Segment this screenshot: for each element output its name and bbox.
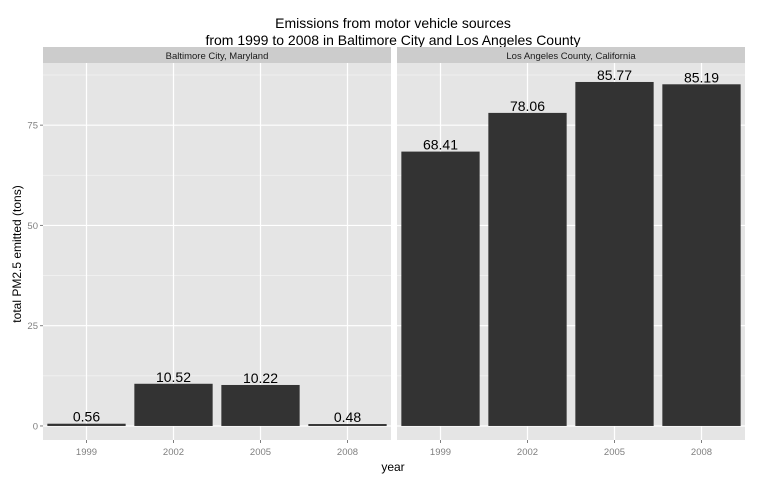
- bar-value-label: 10.22: [243, 370, 278, 386]
- bar-value-label: 0.56: [73, 409, 100, 425]
- bar-value-label: 78.06: [510, 98, 545, 114]
- x-tick-label: 2005: [250, 447, 271, 458]
- bar-value-label: 85.19: [684, 69, 719, 85]
- facet-panels: Baltimore City, Maryland 0.56 10.52 10.22 0.…: [27, 47, 745, 458]
- facet-strip-baltimore: [43, 47, 391, 63]
- x-tick-label: 1999: [430, 447, 451, 458]
- x-tick-label: 2002: [517, 447, 538, 458]
- bar-baltimore-2008: [308, 424, 387, 426]
- bar-value-label: 68.41: [423, 137, 458, 153]
- bar-value-label: 10.52: [156, 369, 191, 385]
- chart-title-line-2: from 1999 to 2008 in Baltimore City and …: [205, 32, 580, 48]
- facet-label-los-angeles: Los Angeles County, California: [506, 51, 636, 62]
- y-tick-label: 25: [27, 321, 38, 332]
- x-axis-label: year: [381, 460, 404, 474]
- y-tick-label: 0: [33, 421, 38, 432]
- bar-baltimore-1999: [47, 423, 126, 426]
- facet-label-baltimore: Baltimore City, Maryland: [166, 51, 269, 62]
- bar-los-angeles-2005: [575, 81, 654, 426]
- y-tick-label: 50: [27, 221, 38, 232]
- y-axis-label: total PM2.5 emitted (tons): [10, 185, 24, 322]
- panel-background-baltimore: [43, 63, 391, 440]
- x-tick-label: 2002: [163, 447, 184, 458]
- y-tick-label: 75: [27, 121, 38, 132]
- bar-los-angeles-2002: [488, 112, 567, 426]
- bar-los-angeles-1999: [401, 151, 480, 426]
- bar-value-label: 0.48: [334, 409, 361, 425]
- x-tick-label: 1999: [76, 447, 97, 458]
- x-tick-label: 2005: [604, 447, 625, 458]
- facet-strip-los-angeles: [397, 47, 745, 63]
- bar-value-label: 85.77: [597, 67, 632, 83]
- x-tick-label: 2008: [337, 447, 358, 458]
- x-tick-label: 2008: [691, 447, 712, 458]
- bar-los-angeles-2008: [662, 84, 741, 426]
- bar-baltimore-2005: [221, 384, 300, 426]
- bar-baltimore-2002: [134, 383, 213, 426]
- chart-title-line-1: Emissions from motor vehicle sources: [275, 15, 511, 31]
